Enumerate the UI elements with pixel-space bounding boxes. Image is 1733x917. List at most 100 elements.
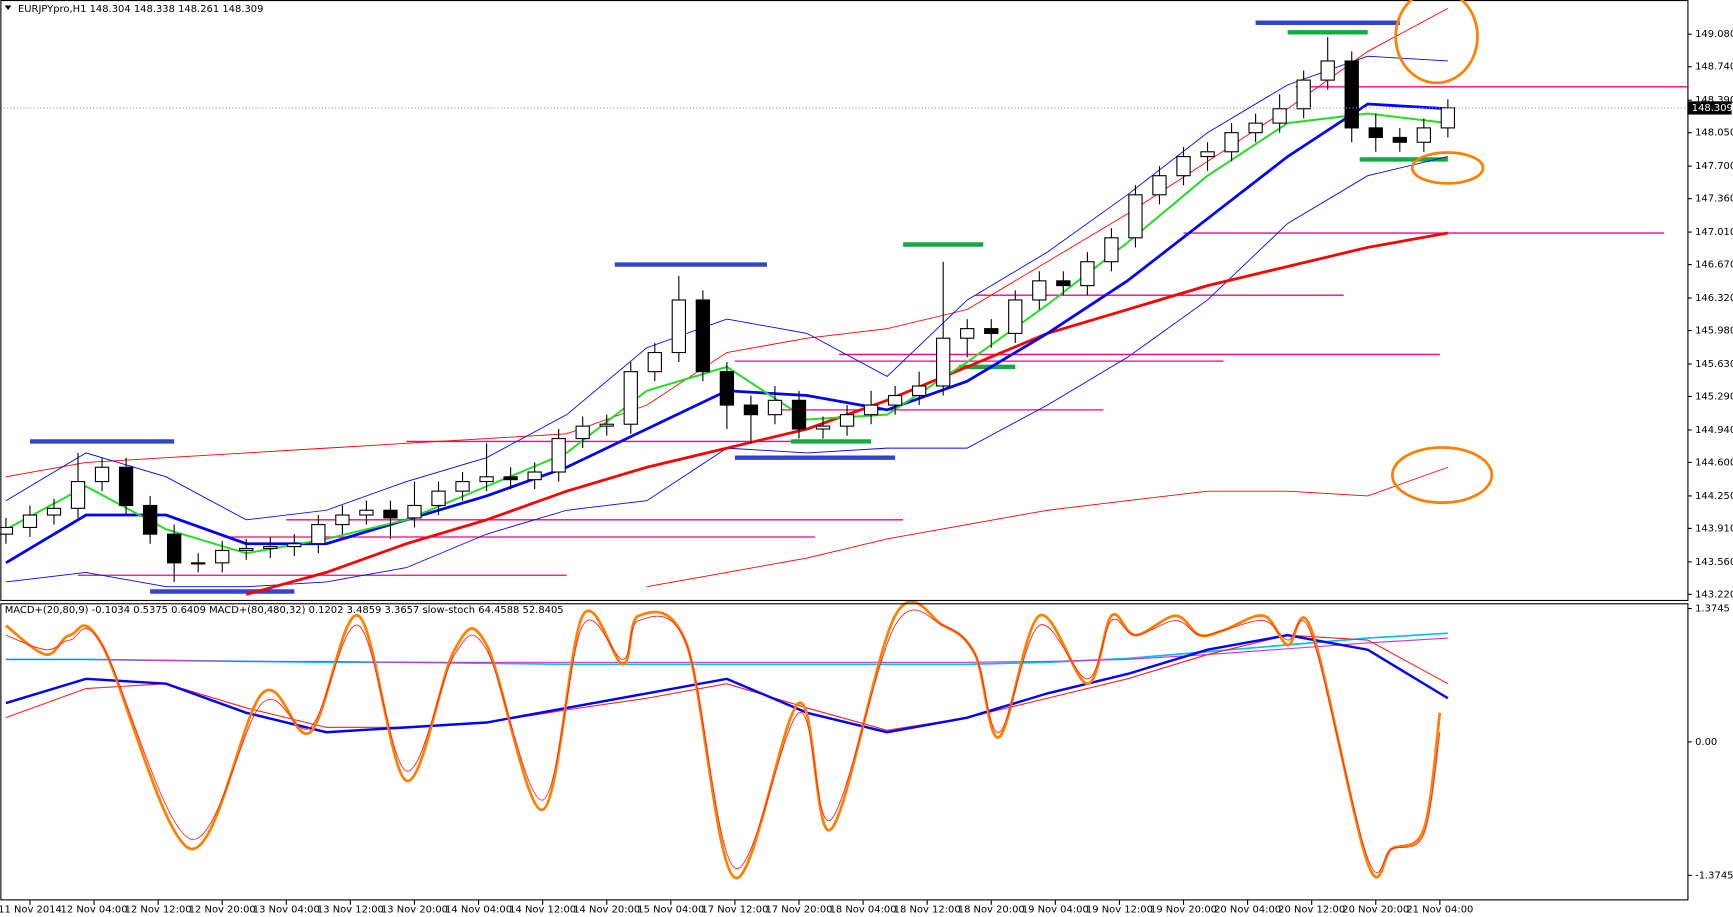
candle-body: [695, 299, 711, 373]
candle-body: [984, 328, 999, 334]
y-tick-label: 148.050: [1695, 128, 1733, 139]
candle-body: [359, 509, 374, 516]
annotation-ellipse: [1391, 446, 1494, 505]
x-tick-label: 13 Nov 20:00: [381, 904, 448, 915]
candle-body: [479, 476, 494, 483]
x-tick-label: 19 Nov 04:00: [1022, 904, 1089, 915]
x-tick-label: 17 Nov 20:00: [765, 904, 832, 915]
candle-body: [311, 524, 326, 545]
x-tick-label: 12 Nov 12:00: [125, 904, 192, 915]
y-tick-label: 145.980: [1695, 326, 1733, 337]
candle-body: [575, 425, 590, 440]
candle-body: [791, 399, 807, 430]
candle-body: [383, 509, 398, 519]
y-tick-label: 147.010: [1695, 227, 1733, 238]
y-tick-label: 1.3745: [1695, 604, 1730, 615]
candle-body: [936, 337, 951, 387]
y-tick-label: 143.220: [1695, 589, 1733, 600]
x-tick-label: 12 Nov 04:00: [61, 904, 128, 915]
menu-arrow[interactable]: [4, 5, 12, 10]
y-tick-label: 144.250: [1695, 491, 1733, 502]
candle-body: [1368, 127, 1383, 139]
candle-body: [887, 394, 903, 406]
y-tick-label: 143.910: [1695, 523, 1733, 534]
x-tick-label: 18 Nov 20:00: [958, 904, 1025, 915]
candle-body: [1152, 175, 1167, 196]
candle-body: [0, 526, 14, 535]
x-tick-label: 18 Nov 04:00: [830, 904, 897, 915]
x-tick-label: 15 Nov 04:00: [637, 904, 704, 915]
candle-body: [1176, 156, 1191, 177]
candle-body: [599, 423, 614, 427]
x-tick-label: 13 Nov 04:00: [253, 904, 320, 915]
x-tick-label: 17 Nov 12:00: [701, 904, 768, 915]
candle-body: [767, 399, 783, 416]
x-tick-label: 13 Nov 12:00: [317, 904, 384, 915]
candle-body: [46, 507, 62, 516]
x-tick-label: 20 Nov 04:00: [1214, 904, 1281, 915]
candle-body: [166, 533, 182, 564]
y-tick-label: 149.080: [1695, 29, 1733, 40]
candle-body: [863, 404, 879, 416]
candle-body: [431, 490, 446, 507]
candle-body: [1416, 127, 1431, 143]
candle-body: [719, 371, 735, 406]
annotation-ellipse: [1394, 0, 1479, 85]
y-tick-label: 148.740: [1695, 62, 1733, 73]
candle-body: [239, 547, 254, 551]
candle-body: [911, 385, 927, 397]
x-tick-label: 14 Nov 12:00: [509, 904, 576, 915]
candle-body: [1296, 79, 1311, 110]
candle-body: [1224, 132, 1239, 153]
x-tick-label: 14 Nov 04:00: [445, 904, 512, 915]
candle-body: [623, 371, 638, 425]
candle-body: [527, 471, 542, 481]
candle-body: [671, 299, 686, 354]
x-tick-label: 19 Nov 12:00: [1086, 904, 1153, 915]
candle-body: [1248, 122, 1263, 134]
x-tick-label: 14 Nov 20:00: [573, 904, 640, 915]
y-tick-label: 147.360: [1695, 194, 1733, 205]
candle-body: [455, 481, 470, 492]
chart-title: EURJPYpro,H1 148.304 148.338 148.261 148…: [18, 4, 263, 15]
annotations: [1391, 0, 1494, 505]
y-tick-label: 144.940: [1695, 425, 1733, 436]
x-tick-label: 20 Nov 12:00: [1278, 904, 1345, 915]
y-tick-label: 0.00: [1695, 737, 1717, 748]
candle-body: [94, 466, 110, 483]
candle-body: [1032, 280, 1047, 301]
y-tick-label: 148.390: [1695, 95, 1733, 106]
y-tick-label: 147.700: [1695, 161, 1733, 172]
y-tick-label: 145.630: [1695, 359, 1733, 370]
x-tick-label: 12 Nov 20:00: [189, 904, 256, 915]
candle-body: [1272, 108, 1287, 124]
candle-body: [743, 404, 759, 416]
candle-body: [22, 514, 38, 529]
indicator-title: MACD+(20,80,9) -0.1034 0.5375 0.6409 MAC…: [5, 605, 564, 616]
x-tick-label: 19 Nov 20:00: [1150, 904, 1217, 915]
candle-body: [1104, 237, 1119, 263]
candle-body: [1056, 280, 1071, 287]
annotation-ellipse: [1410, 151, 1485, 185]
current-price-label: 148.309: [1692, 103, 1733, 114]
candle-body: [1344, 60, 1359, 129]
candle-body: [1128, 194, 1143, 239]
candle-body: [287, 543, 302, 548]
indicator-line: [5, 634, 1449, 731]
price-panel: 149.080 148.740 148.390 148.050 147.700 147.3…: [0, 8, 1733, 600]
x-tick-label: 21 Nov 04:00: [1406, 904, 1473, 915]
candle-body: [551, 438, 566, 473]
candle-body: [263, 546, 278, 550]
candle-body: [191, 562, 206, 565]
candle-body: [1008, 299, 1023, 334]
candle-body: [215, 549, 230, 564]
y-tick-label: 143.560: [1695, 557, 1733, 568]
y-tick-label: 146.320: [1695, 293, 1733, 304]
candle-body: [503, 476, 518, 481]
x-tick-label: 18 Nov 12:00: [894, 904, 961, 915]
x-tick-label: 20 Nov 20:00: [1342, 904, 1409, 915]
candle-body: [839, 414, 855, 427]
y-tick-label: 146.670: [1695, 260, 1733, 271]
